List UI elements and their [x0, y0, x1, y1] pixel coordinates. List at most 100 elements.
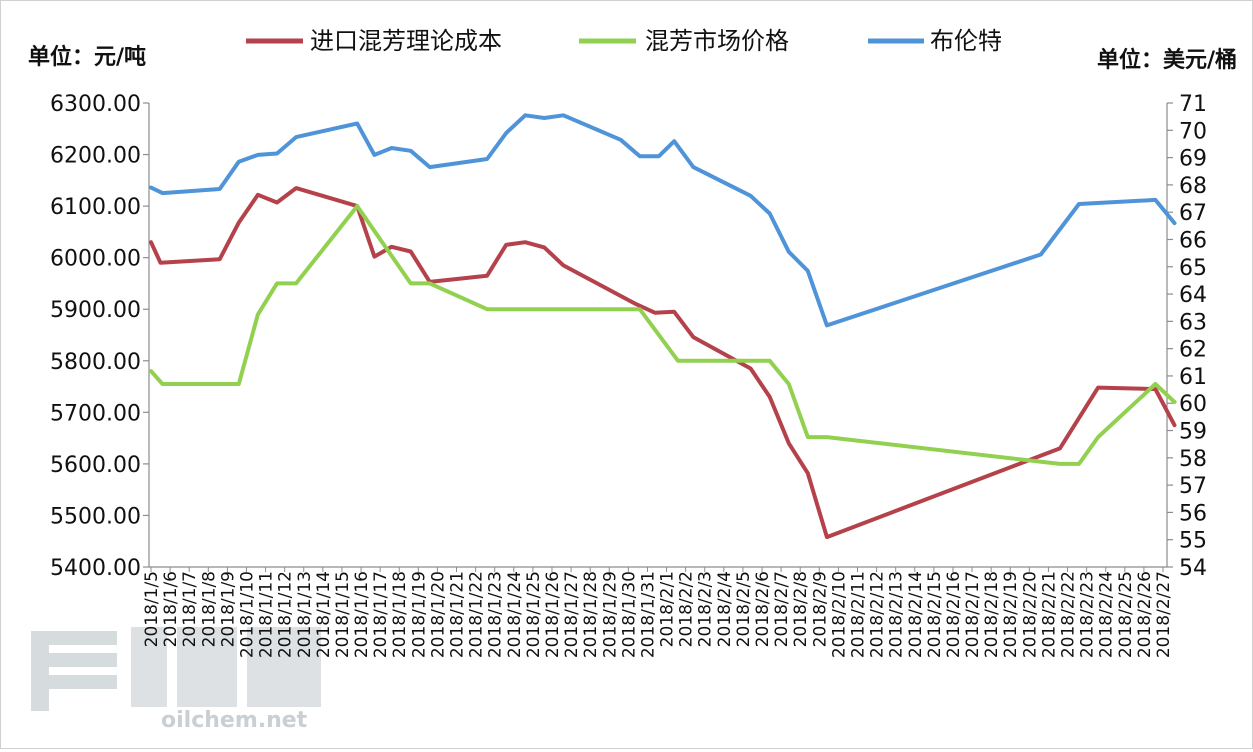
right-tick-label: 57: [1179, 474, 1207, 499]
right-tick-label: 55: [1179, 529, 1207, 554]
x-tick-label: 2018/2/9: [810, 571, 830, 647]
series-line-brent: [149, 113, 1177, 328]
x-tick-label: 2018/1/16: [352, 571, 372, 658]
left-tick-label: 5600.00: [50, 453, 141, 478]
x-tick-label: 2018/1/19: [409, 571, 429, 658]
x-tick-label: 2018/1/5: [142, 571, 162, 647]
x-tick-label: 2018/2/10: [829, 571, 849, 658]
left-tick-label: 6200.00: [50, 144, 141, 169]
x-tick-label: 2018/1/14: [314, 571, 334, 658]
x-tick-label: 2018/1/7: [180, 571, 200, 647]
series-line-cost: [149, 186, 1177, 540]
left-tick-label: 6100.00: [50, 195, 141, 220]
x-tick-label: 2018/1/11: [257, 571, 277, 658]
x-tick-label: 2018/2/15: [925, 571, 945, 658]
right-tick-label: 66: [1179, 228, 1207, 253]
x-tick-label: 2018/2/14: [906, 571, 926, 658]
x-tick-label: 2018/1/25: [524, 571, 544, 658]
x-tick-label: 2018/2/8: [791, 571, 811, 647]
right-tick-label: 59: [1179, 420, 1207, 445]
x-tick-label: 2018/1/15: [333, 571, 353, 658]
watermark-logo-block-3: [177, 627, 237, 707]
x-tick-label: 2018/1/17: [371, 571, 391, 658]
x-tick-label: 2018/1/18: [390, 571, 410, 658]
x-tick-label: 2018/2/12: [868, 571, 888, 658]
x-tick-label: 2018/2/21: [1039, 571, 1059, 658]
right-tick-label: 64: [1179, 283, 1207, 308]
left-tick-label: 6000.00: [50, 247, 141, 272]
x-tick-label: 2018/1/26: [543, 571, 563, 658]
x-tick-label: 2018/1/22: [467, 571, 487, 658]
watermark-logo-bar-1: [31, 631, 117, 645]
left-tick-label: 6300.00: [50, 92, 141, 117]
x-tick-label: 2018/1/6: [161, 571, 181, 647]
legend-label-brent: 布伦特: [930, 27, 1002, 55]
right-tick-label: 60: [1179, 392, 1207, 417]
right-tick-label: 54: [1179, 556, 1207, 581]
right-tick-label: 63: [1179, 310, 1207, 335]
x-tick-label: 2018/2/11: [848, 571, 868, 658]
right-unit-label: 单位：美元/桶: [1097, 47, 1237, 73]
x-ticks: 2018/1/5 2018/1/6 2018/1/7 2018/1/8 2018/1/9…: [142, 567, 1174, 658]
x-tick-label: 2018/2/7: [772, 571, 792, 647]
x-tick-label: 2018/2/6: [753, 571, 773, 647]
x-tick-label: 2018/2/25: [1116, 571, 1136, 658]
x-tick-label: 2018/2/4: [715, 571, 735, 647]
watermark-logo-side: [31, 631, 49, 711]
x-tick-label: 2018/1/9: [218, 571, 238, 647]
x-tick-label: 2018/1/27: [562, 571, 582, 658]
right-tick-label: 71: [1179, 92, 1207, 117]
x-tick-label: 2018/2/18: [982, 571, 1002, 658]
x-tick-label: 2018/1/13: [295, 571, 315, 658]
series-lines: [149, 113, 1177, 540]
x-tick-label: 2018/2/17: [963, 571, 983, 658]
x-tick-label: 2018/1/30: [619, 571, 639, 658]
legend-label-market-price: 混芳市场价格: [645, 27, 789, 55]
x-tick-label: 2018/2/24: [1097, 571, 1117, 658]
watermark-logo-block-2: [131, 627, 167, 707]
x-tick-label: 2018/2/5: [734, 571, 754, 647]
left-unit-label: 单位：元/吨: [28, 44, 146, 70]
watermark-logo-block-4: [247, 627, 321, 707]
left-tick-label: 5700.00: [50, 401, 141, 426]
left-tick-label: 5900.00: [50, 298, 141, 323]
x-tick-label: 2018/2/3: [696, 571, 716, 647]
x-tick-label: 2018/1/12: [276, 571, 296, 658]
right-tick-label: 69: [1179, 147, 1207, 172]
x-tick-label: 2018/2/19: [1001, 571, 1021, 658]
oilchem-watermark: oilchem.net: [31, 627, 321, 733]
x-tick-label: 2018/2/22: [1059, 571, 1079, 658]
right-tick-label: 68: [1179, 174, 1207, 199]
x-tick-label: 2018/1/20: [428, 571, 448, 658]
right-tick-label: 65: [1179, 256, 1207, 281]
left-tick-label: 5400.00: [50, 556, 141, 581]
legend: 进口混芳理论成本 混芳市场价格 布伦特: [246, 27, 1002, 55]
series-line-market-price: [149, 204, 1177, 466]
x-tick-label: 2018/2/20: [1020, 571, 1040, 658]
x-tick-label: 2018/2/13: [887, 571, 907, 658]
x-tick-label: 2018/2/27: [1154, 571, 1174, 658]
right-tick-label: 58: [1179, 447, 1207, 472]
x-tick-label: 2018/1/29: [600, 571, 620, 658]
x-tick-label: 2018/1/28: [581, 571, 601, 658]
x-tick-label: 2018/2/26: [1135, 571, 1155, 658]
left-tick-label: 5500.00: [50, 504, 141, 529]
right-tick-label: 56: [1179, 501, 1207, 526]
legend-label-cost: 进口混芳理论成本: [310, 27, 502, 55]
x-tick-label: 2018/1/10: [237, 571, 257, 658]
x-tick-label: 2018/1/31: [638, 571, 658, 658]
right-tick-label: 62: [1179, 338, 1207, 363]
x-tick-label: 2018/2/1: [658, 571, 678, 647]
watermark-logo-bar-3: [31, 675, 117, 689]
right-tick-label: 70: [1179, 119, 1207, 144]
right-tick-label: 61: [1179, 365, 1207, 390]
right-tick-label: 67: [1179, 201, 1207, 226]
x-tick-label: 2018/1/23: [486, 571, 506, 658]
x-tick-label: 2018/1/8: [199, 571, 219, 647]
x-tick-label: 2018/2/2: [677, 571, 697, 647]
watermark-logo-bar-2: [31, 653, 117, 667]
left-y-ticks: 6300.00 6200.00 6100.00 6000.00 5900.00 5800.…: [50, 92, 149, 581]
